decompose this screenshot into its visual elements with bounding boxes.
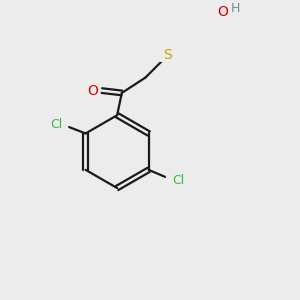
Text: Cl: Cl — [172, 174, 184, 187]
Text: H: H — [231, 2, 240, 15]
Text: O: O — [217, 5, 228, 19]
Text: Cl: Cl — [50, 118, 62, 130]
Text: S: S — [163, 48, 172, 62]
Text: O: O — [87, 84, 98, 98]
